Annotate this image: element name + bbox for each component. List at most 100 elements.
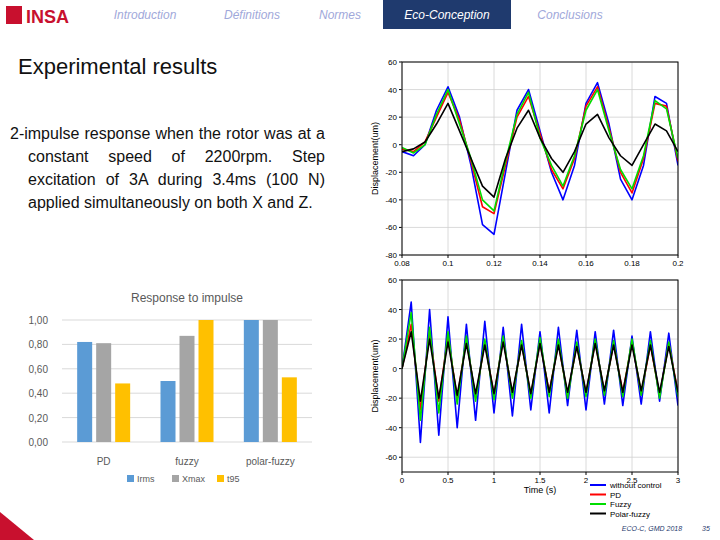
tick-label: 60 bbox=[388, 276, 397, 285]
slide-title: Experimental results bbox=[18, 54, 217, 80]
tick-label: 0.08 bbox=[394, 259, 410, 268]
header-bar bbox=[0, 0, 720, 30]
corner-decoration bbox=[0, 512, 34, 540]
tick-label: 3 bbox=[676, 476, 681, 485]
tick-label: -60 bbox=[385, 453, 397, 462]
series-line bbox=[402, 312, 678, 420]
bar bbox=[199, 320, 214, 442]
series-line bbox=[402, 87, 678, 214]
series-line bbox=[402, 83, 678, 235]
tick-label: 0,60 bbox=[29, 364, 49, 375]
lines bbox=[402, 83, 678, 235]
category-label: polar-fuzzy bbox=[246, 456, 295, 467]
page-number: 35 bbox=[702, 525, 710, 532]
tick-label: -60 bbox=[385, 223, 397, 232]
tick-label: 2 bbox=[584, 476, 589, 485]
tick-label: 0.18 bbox=[624, 259, 640, 268]
logo: INSA bbox=[26, 7, 69, 27]
tick-label: 1 bbox=[492, 476, 497, 485]
tick-label: 0.2 bbox=[672, 259, 684, 268]
line-chart: -60-40-20020406000.511.522.53Displacemen… bbox=[370, 276, 681, 519]
tick-label: 0 bbox=[400, 476, 405, 485]
footer: ECO-C, GMD 2018 bbox=[622, 525, 682, 532]
bar bbox=[180, 336, 195, 442]
nav-item: Normes bbox=[319, 8, 361, 22]
legend-swatch bbox=[590, 513, 606, 515]
plot-background bbox=[402, 280, 678, 472]
bars bbox=[77, 320, 297, 442]
nav-item: Introduction bbox=[114, 8, 177, 22]
bar bbox=[244, 320, 259, 442]
legend-label: without control bbox=[609, 481, 662, 490]
bar bbox=[161, 381, 176, 442]
grid-line bbox=[632, 280, 633, 472]
axis-label: Time (s) bbox=[524, 485, 557, 495]
grid-line bbox=[448, 280, 449, 472]
plot-frame bbox=[402, 280, 678, 472]
tick-label: 0.1 bbox=[442, 259, 454, 268]
tick-label: 1,00 bbox=[29, 315, 49, 326]
grid-line bbox=[540, 62, 541, 255]
legend-swatch bbox=[127, 475, 134, 482]
legend-label: Irms bbox=[137, 474, 155, 484]
legend-swatch bbox=[217, 475, 224, 482]
bar bbox=[263, 320, 278, 442]
tick-label: 0,40 bbox=[29, 388, 49, 399]
legend-label: PD bbox=[610, 491, 621, 500]
category-label: fuzzy bbox=[175, 456, 198, 467]
series-line bbox=[402, 90, 678, 211]
tick-label: -20 bbox=[385, 168, 397, 177]
slide: INSA Introduction Définitions Normes Eco-Con… bbox=[0, 0, 720, 540]
bar bbox=[282, 377, 297, 442]
series-line bbox=[402, 103, 678, 197]
plot-background bbox=[402, 62, 678, 255]
category-label: PD bbox=[97, 456, 111, 467]
legend-swatch bbox=[590, 484, 606, 486]
tick-label: 40 bbox=[388, 86, 397, 95]
tick-label: 20 bbox=[388, 335, 397, 344]
canvas: INSA Introduction Définitions Normes Eco-Con… bbox=[0, 0, 720, 540]
legend-swatch bbox=[590, 503, 606, 505]
tick-label: 0,00 bbox=[29, 437, 49, 448]
tick-label: 0,80 bbox=[29, 339, 49, 350]
legend-label: Xmax bbox=[182, 474, 206, 484]
axis-label: Displacement(um) bbox=[370, 122, 380, 195]
bar-chart: Response to impulse0,000,200,400,600,801… bbox=[29, 291, 312, 484]
tick-label: 40 bbox=[388, 306, 397, 315]
grid-line bbox=[494, 62, 495, 255]
grid-line bbox=[540, 280, 541, 472]
plot-frame bbox=[402, 62, 678, 255]
nav-item: Eco-Conception bbox=[404, 8, 490, 22]
tick-label: 0 bbox=[393, 365, 398, 374]
bar bbox=[96, 343, 111, 442]
bar bbox=[77, 342, 92, 442]
nav-item: Définitions bbox=[224, 8, 280, 22]
series-line bbox=[402, 332, 678, 401]
grid-line bbox=[586, 62, 587, 255]
tick-label: 0.14 bbox=[532, 259, 548, 268]
tick-label: 60 bbox=[388, 58, 397, 67]
tick-label: 1.5 bbox=[534, 476, 546, 485]
tick-label: 0,20 bbox=[29, 413, 49, 424]
tick-label: -40 bbox=[385, 424, 397, 433]
tick-label: -40 bbox=[385, 196, 397, 205]
tick-label: 0.16 bbox=[578, 259, 594, 268]
tick-label: 0.12 bbox=[486, 259, 502, 268]
description: 2-impulse response when the rotor was at… bbox=[10, 122, 325, 214]
logo-mark bbox=[6, 6, 22, 24]
axis-label: Displacement(um) bbox=[370, 339, 380, 412]
tick-label: 0 bbox=[393, 141, 398, 150]
legend-swatch bbox=[172, 475, 179, 482]
tick-label: 0.5 bbox=[442, 476, 454, 485]
bar bbox=[115, 383, 130, 442]
line-chart: -80-60-40-2002040600.080.10.120.140.160.… bbox=[370, 58, 684, 268]
legend-swatch bbox=[590, 494, 606, 496]
series-line bbox=[402, 302, 678, 442]
grid-line bbox=[494, 280, 495, 472]
nav-item: Conclusions bbox=[537, 8, 602, 22]
nav-active bbox=[383, 0, 511, 29]
legend-label: t95 bbox=[227, 474, 240, 484]
legend-label: Fuzzy bbox=[610, 500, 631, 509]
grid-line bbox=[632, 62, 633, 255]
legend-label: Polar-fuzzy bbox=[610, 510, 650, 519]
